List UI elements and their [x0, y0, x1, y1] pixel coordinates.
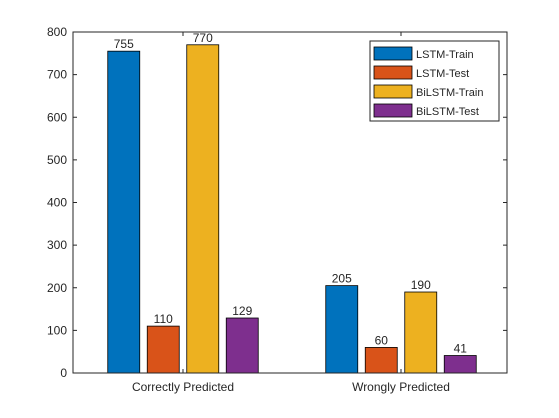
data-label-lstm-train-0: 755: [114, 37, 134, 51]
y-tick-label: 600: [47, 110, 67, 124]
bar-bilstm-train-1: [404, 291, 438, 374]
y-tick-label: 0: [60, 366, 67, 380]
legend-swatch-bilstm-test: [373, 103, 413, 118]
x-tick-label: Wrongly Predicted: [352, 380, 450, 394]
bars-group: [107, 44, 477, 374]
y-tick-label: 300: [47, 238, 67, 252]
legend-swatch-bilstm-train: [373, 84, 413, 99]
data-label-bilstm-test-1: 41: [454, 342, 468, 356]
legend-swatch-lstm-test: [373, 65, 413, 80]
legend-swatch-lstm-train: [373, 46, 413, 61]
bar-bilstm-train-0: [186, 44, 220, 374]
y-tick-label: 200: [47, 281, 67, 295]
legend-label-lstm-test: LSTM-Test: [416, 68, 469, 80]
data-label-lstm-test-1: 60: [375, 333, 389, 347]
data-label-lstm-train-1: 205: [332, 272, 352, 286]
data-label-bilstm-test-0: 129: [232, 304, 252, 318]
bar-lstm-train-1: [325, 285, 359, 374]
bar-bilstm-test-1: [443, 355, 477, 374]
data-labels-group: 755 205 110 60 770 190 129 41: [114, 31, 468, 356]
bar-bilstm-test-0: [225, 317, 259, 374]
legend-label-bilstm-train: BiLSTM-Train: [416, 87, 483, 99]
legend-label-lstm-train: LSTM-Train: [416, 49, 474, 61]
x-tick-label: Correctly Predicted: [132, 380, 234, 394]
data-label-lstm-test-0: 110: [154, 312, 173, 326]
bar-lstm-test-0: [146, 325, 180, 374]
data-label-bilstm-train-0: 770: [193, 31, 213, 45]
y-tick-label: 800: [47, 25, 67, 39]
y-tick-label: 100: [47, 323, 67, 337]
y-tick-label: 500: [47, 153, 67, 167]
legend-label-bilstm-test: BiLSTM-Test: [416, 106, 479, 118]
bar-lstm-train-0: [107, 50, 141, 374]
bar-lstm-test-1: [364, 347, 398, 374]
y-tick-label: 700: [47, 68, 67, 82]
y-tick-label: 400: [47, 196, 67, 210]
legend: LSTM-Train LSTM-Test BiLSTM-Train BiLSTM-Te…: [369, 40, 500, 122]
axes-group: 0 100 200 300 400 500 600 700 800 Correctly Predi…: [47, 25, 508, 394]
data-label-bilstm-train-1: 190: [411, 278, 431, 292]
